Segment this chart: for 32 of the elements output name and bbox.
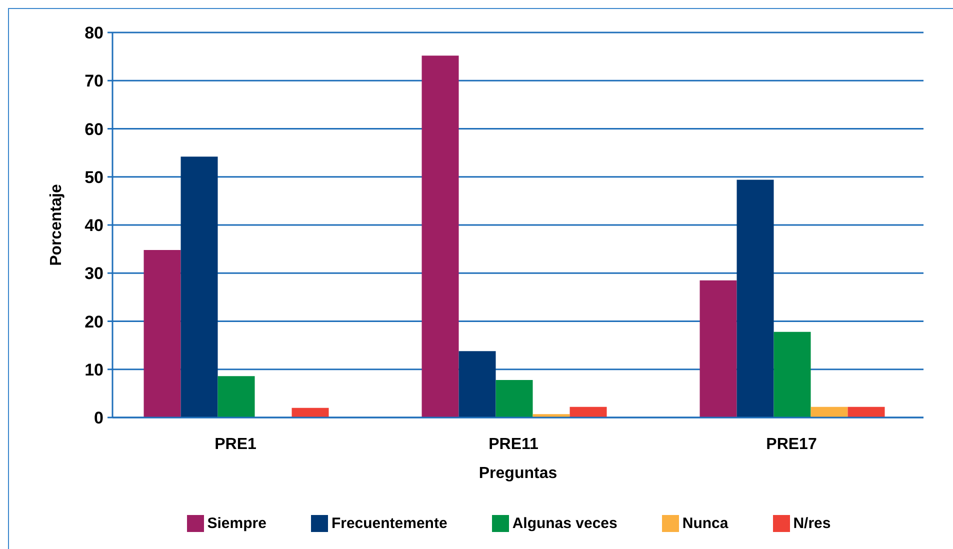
y-tick-label: 0 <box>94 408 104 428</box>
bar <box>774 332 811 418</box>
bar <box>458 351 496 418</box>
bar <box>810 406 848 418</box>
legend-label: Nunca <box>682 514 728 532</box>
y-tick-label: 70 <box>84 72 104 91</box>
legend-label: Siempre <box>207 514 266 532</box>
y-tick-label: 50 <box>84 168 104 187</box>
bar <box>736 180 774 418</box>
bar <box>570 406 607 418</box>
bar <box>144 250 181 418</box>
legend-label: Frecuentemente <box>331 514 448 532</box>
x-tick-label: PRE17 <box>766 436 817 453</box>
y-tick-label: 20 <box>84 312 104 332</box>
bar <box>700 280 737 418</box>
bar <box>496 380 533 418</box>
y-axis-title: Porcentaje <box>48 184 66 266</box>
x-axis-title: Preguntas <box>478 464 558 482</box>
x-tick-label: PRE11 <box>488 436 539 453</box>
legend-label: Algunas veces <box>512 514 618 532</box>
bar <box>422 56 459 418</box>
y-tick-label: 60 <box>84 120 104 139</box>
bar <box>218 376 255 418</box>
bar <box>848 406 885 418</box>
x-tick-label: PRE1 <box>214 436 256 453</box>
y-tick-label: 40 <box>84 216 104 236</box>
y-tick-label: 30 <box>84 264 104 284</box>
y-tick-label: 10 <box>84 360 104 380</box>
y-tick-label: 80 <box>84 24 104 43</box>
bar <box>180 156 218 418</box>
legend-label: N/res <box>793 514 831 532</box>
bar <box>292 408 329 418</box>
